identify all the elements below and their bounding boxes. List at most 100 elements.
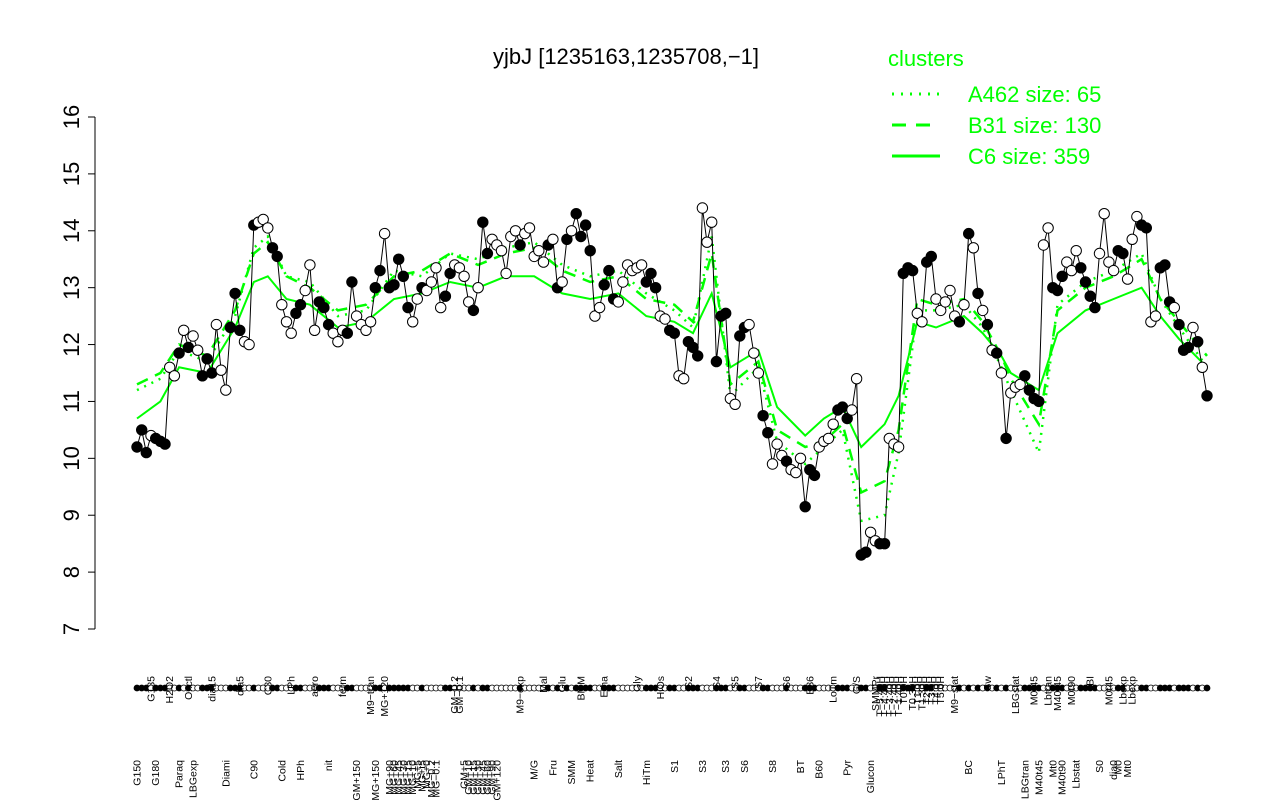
data-point (187, 330, 199, 342)
x-tick-label: T2.0H (921, 676, 933, 705)
x-tick-label: BC (963, 760, 975, 775)
x-tick-label: S4 (711, 676, 723, 689)
x-tick-label: S6 (781, 676, 793, 689)
x-tick-label: M0 (1113, 760, 1125, 775)
data-point (1117, 247, 1129, 260)
data-point (850, 373, 863, 385)
x-tick-label: Cold (276, 760, 288, 782)
y-axis: 7 8 9 10 11 12 13 14 15 16 (59, 105, 96, 635)
x-tick-label: MG+90 (384, 760, 396, 795)
data-point (220, 384, 232, 396)
data-point (159, 438, 171, 450)
data-point (1121, 273, 1134, 285)
x-tick-label: HiOs (655, 676, 667, 699)
data-point (304, 259, 316, 271)
data-point (668, 327, 680, 339)
x-tick-label: GM−0.2 (449, 676, 461, 714)
data-point (696, 202, 709, 214)
x-tick-label: Salt (613, 760, 625, 778)
data-point (140, 446, 153, 459)
data-point (617, 276, 629, 288)
data-point (1093, 247, 1106, 260)
data-point (439, 290, 452, 302)
legend-title: clusters (888, 46, 964, 71)
data-point (822, 432, 835, 445)
data-point (514, 239, 526, 251)
x-tick-label: LPhT (996, 759, 1008, 785)
x-tick-label: Lbstat (1071, 760, 1083, 789)
data-point (173, 347, 185, 359)
x-tick-label: Oxctl (183, 676, 195, 700)
data-point (285, 327, 297, 339)
data-point (766, 458, 779, 470)
data-point (206, 367, 218, 379)
x-tick-label: S2 (683, 676, 695, 689)
x-tick-label: M40t45 (1033, 760, 1045, 795)
data-point (276, 299, 288, 311)
x-tick-label: Lbexp (1127, 676, 1139, 705)
data-point (1033, 395, 1045, 408)
data-point (771, 438, 783, 450)
x-tick-label: T1.30H (917, 676, 929, 710)
data-point (463, 296, 475, 308)
data-point (953, 316, 966, 328)
x-tick-label: ferm (337, 676, 349, 697)
x-tick-label: S3 (720, 760, 732, 773)
data-point (1140, 222, 1153, 234)
data-point (640, 276, 652, 288)
data-point (1070, 245, 1082, 257)
x-tick-label: M40t90 (1057, 760, 1069, 795)
data-point (266, 242, 279, 254)
data-point (215, 364, 227, 376)
x-tick-label: G150 (132, 760, 144, 786)
data-point (836, 401, 849, 413)
data-point (1196, 361, 1209, 373)
data-point (906, 264, 919, 277)
data-point (1084, 290, 1096, 302)
x-tick-label: SMM (566, 760, 578, 785)
x-tick-label: MG+5 (412, 760, 424, 789)
x-tick-label: SMMPr (870, 676, 882, 712)
data-point (131, 441, 143, 453)
data-point (453, 262, 466, 274)
data-point (757, 410, 769, 422)
data-point (612, 296, 624, 308)
data-point (350, 310, 363, 322)
data-point (262, 222, 274, 234)
data-point (290, 307, 302, 319)
data-point (748, 347, 760, 359)
data-point (1042, 222, 1054, 234)
x-tick-label: HiTm (641, 760, 653, 785)
data-point (224, 321, 237, 334)
x-tick-label: MG+60 (389, 760, 401, 795)
data-point (402, 301, 414, 314)
data-point (229, 287, 241, 300)
x-tick-label: Lbexp (1117, 676, 1129, 705)
x-tick-label: Heat (585, 760, 597, 782)
data-point (846, 404, 858, 416)
data-point (584, 245, 596, 257)
x-tick-label: M40t45 (1052, 676, 1064, 711)
x-tick-label: aero (309, 676, 321, 697)
data-point (878, 538, 891, 550)
x-tick-label: MG+120 (379, 676, 391, 717)
data-point (1103, 256, 1115, 268)
data-point (425, 276, 438, 288)
data-point (164, 361, 176, 373)
data-point (1061, 256, 1073, 268)
data-point (421, 284, 433, 297)
data-point (916, 316, 928, 328)
data-point (1075, 262, 1087, 274)
x-axis: G150 G135 G180 H2O2 Paraq Oxctl LBGexp dia15 Dia… (132, 675, 1211, 800)
data-point (944, 284, 956, 297)
y-tick-label: 13 (59, 275, 84, 299)
data-point (299, 284, 311, 297)
x-tick-label: LBGexp (188, 760, 200, 798)
data-point (1019, 370, 1031, 382)
data-point (972, 287, 984, 300)
x-tick-label: GM+90 (487, 760, 499, 795)
data-point (860, 546, 872, 558)
data-point (790, 466, 802, 479)
cluster-lines (136, 234, 1209, 523)
x-tick-label: Gly (632, 675, 644, 692)
